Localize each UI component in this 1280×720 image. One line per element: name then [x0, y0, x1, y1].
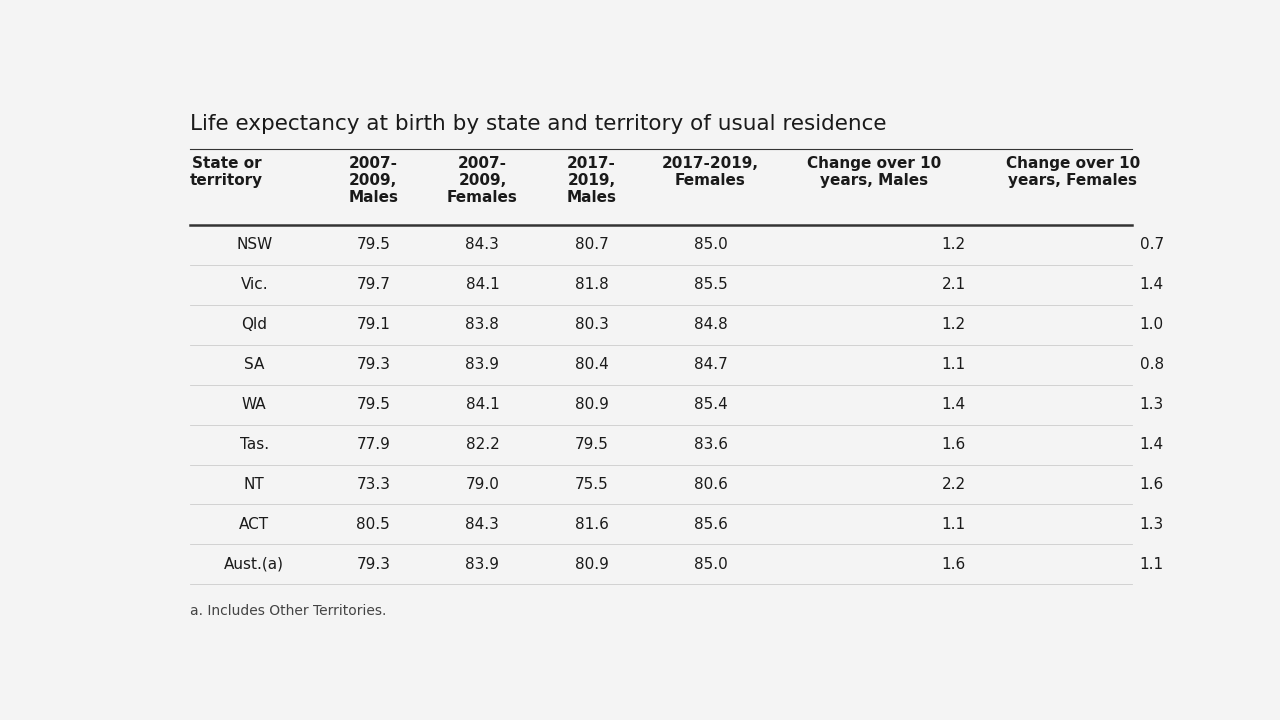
Text: 80.9: 80.9 [575, 557, 608, 572]
Text: 85.5: 85.5 [694, 277, 727, 292]
Text: 79.3: 79.3 [356, 357, 390, 372]
Text: 84.8: 84.8 [694, 318, 727, 333]
Text: 1.6: 1.6 [1139, 477, 1164, 492]
Text: Change over 10
years, Males: Change over 10 years, Males [808, 156, 941, 188]
Text: 2017-
2019,
Males: 2017- 2019, Males [567, 156, 617, 205]
Text: SA: SA [244, 357, 265, 372]
Text: 2.1: 2.1 [941, 277, 965, 292]
Text: 81.6: 81.6 [575, 517, 608, 532]
Text: 79.5: 79.5 [356, 238, 390, 253]
Text: 84.3: 84.3 [466, 238, 499, 253]
Text: 80.7: 80.7 [575, 238, 608, 253]
Text: 1.4: 1.4 [1139, 277, 1164, 292]
Text: 77.9: 77.9 [356, 437, 390, 452]
Text: 79.3: 79.3 [356, 557, 390, 572]
Text: 2.2: 2.2 [941, 477, 965, 492]
Text: 1.0: 1.0 [1139, 318, 1164, 333]
Text: 79.7: 79.7 [356, 277, 390, 292]
Text: Life expectancy at birth by state and territory of usual residence: Life expectancy at birth by state and te… [189, 114, 886, 134]
Text: Change over 10
years, Females: Change over 10 years, Females [1006, 156, 1139, 188]
Text: 84.7: 84.7 [694, 357, 727, 372]
Text: 79.5: 79.5 [356, 397, 390, 412]
Text: Qld: Qld [241, 318, 268, 333]
Text: 73.3: 73.3 [356, 477, 390, 492]
Text: 80.4: 80.4 [575, 357, 608, 372]
Text: 0.8: 0.8 [1139, 357, 1164, 372]
Text: a. Includes Other Territories.: a. Includes Other Territories. [189, 603, 387, 618]
Text: NSW: NSW [236, 238, 273, 253]
Text: 85.0: 85.0 [694, 557, 727, 572]
Text: 1.3: 1.3 [1139, 517, 1164, 532]
Text: 81.8: 81.8 [575, 277, 608, 292]
Text: 79.5: 79.5 [575, 437, 608, 452]
Text: Vic.: Vic. [241, 277, 268, 292]
Text: 80.9: 80.9 [575, 397, 608, 412]
Text: 1.2: 1.2 [941, 238, 965, 253]
Text: 80.5: 80.5 [356, 517, 390, 532]
Text: 83.6: 83.6 [694, 437, 727, 452]
Text: 80.6: 80.6 [694, 477, 727, 492]
Text: 82.2: 82.2 [466, 437, 499, 452]
Text: 84.1: 84.1 [466, 397, 499, 412]
Text: 75.5: 75.5 [575, 477, 608, 492]
Text: Aust.(a): Aust.(a) [224, 557, 284, 572]
Text: 84.1: 84.1 [466, 277, 499, 292]
Text: 85.6: 85.6 [694, 517, 727, 532]
Text: 83.9: 83.9 [466, 357, 499, 372]
Text: 1.1: 1.1 [941, 517, 965, 532]
Text: ACT: ACT [239, 517, 269, 532]
Text: 85.0: 85.0 [694, 238, 727, 253]
Text: Tas.: Tas. [239, 437, 269, 452]
Text: WA: WA [242, 397, 266, 412]
Text: 1.6: 1.6 [941, 557, 965, 572]
Text: 2007-
2009,
Females: 2007- 2009, Females [447, 156, 518, 205]
Text: 85.4: 85.4 [694, 397, 727, 412]
Text: 1.6: 1.6 [941, 437, 965, 452]
Text: State or
territory: State or territory [189, 156, 262, 188]
Text: 1.4: 1.4 [941, 397, 965, 412]
Text: 1.4: 1.4 [1139, 437, 1164, 452]
Text: 79.0: 79.0 [466, 477, 499, 492]
Text: 1.3: 1.3 [1139, 397, 1164, 412]
Text: 83.8: 83.8 [466, 318, 499, 333]
Text: 79.1: 79.1 [356, 318, 390, 333]
Text: 2007-
2009,
Males: 2007- 2009, Males [348, 156, 398, 205]
Text: 1.2: 1.2 [941, 318, 965, 333]
Text: 84.3: 84.3 [466, 517, 499, 532]
Text: 0.7: 0.7 [1139, 238, 1164, 253]
Text: 2017-2019,
Females: 2017-2019, Females [662, 156, 759, 188]
Text: 1.1: 1.1 [1139, 557, 1164, 572]
Text: 80.3: 80.3 [575, 318, 608, 333]
Text: 1.1: 1.1 [941, 357, 965, 372]
Text: 83.9: 83.9 [466, 557, 499, 572]
Text: NT: NT [244, 477, 265, 492]
